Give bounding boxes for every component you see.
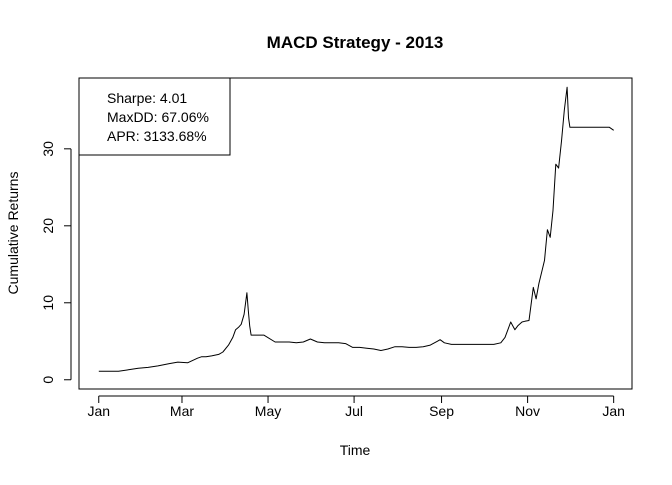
x-axis: Jan Mar May Jul Sep Nov Jan (87, 395, 625, 419)
chart-title: MACD Strategy - 2013 (267, 33, 444, 52)
x-tick-label: Nov (515, 403, 540, 419)
series-layer (98, 86, 614, 372)
y-tick-label: 0 (40, 376, 56, 384)
x-tick-label: Jan (602, 403, 625, 419)
x-tick-label: May (255, 403, 281, 419)
x-axis-label: Time (340, 442, 371, 458)
plot-frame (78, 77, 633, 390)
x-tick-label: Sep (429, 403, 454, 419)
y-tick-label: 10 (40, 295, 56, 311)
x-tick-label: Mar (170, 403, 194, 419)
legend-maxdd: MaxDD: 67.06% (107, 109, 209, 125)
y-axis: 0 10 20 30 (40, 141, 72, 384)
x-tick-label: Jul (345, 403, 363, 419)
x-tick-label: Jan (87, 403, 110, 419)
y-tick-label: 30 (40, 141, 56, 157)
series-line-0 (98, 86, 614, 372)
y-tick-label: 20 (40, 218, 56, 234)
y-axis-label: Cumulative Returns (5, 172, 21, 295)
legend-apr: APR: 3133.68% (107, 128, 207, 144)
legend-sharpe: Sharpe: 4.01 (107, 90, 187, 106)
legend-box (78, 77, 231, 156)
legend: Sharpe: 4.01 MaxDD: 67.06% APR: 3133.68% (78, 77, 231, 156)
